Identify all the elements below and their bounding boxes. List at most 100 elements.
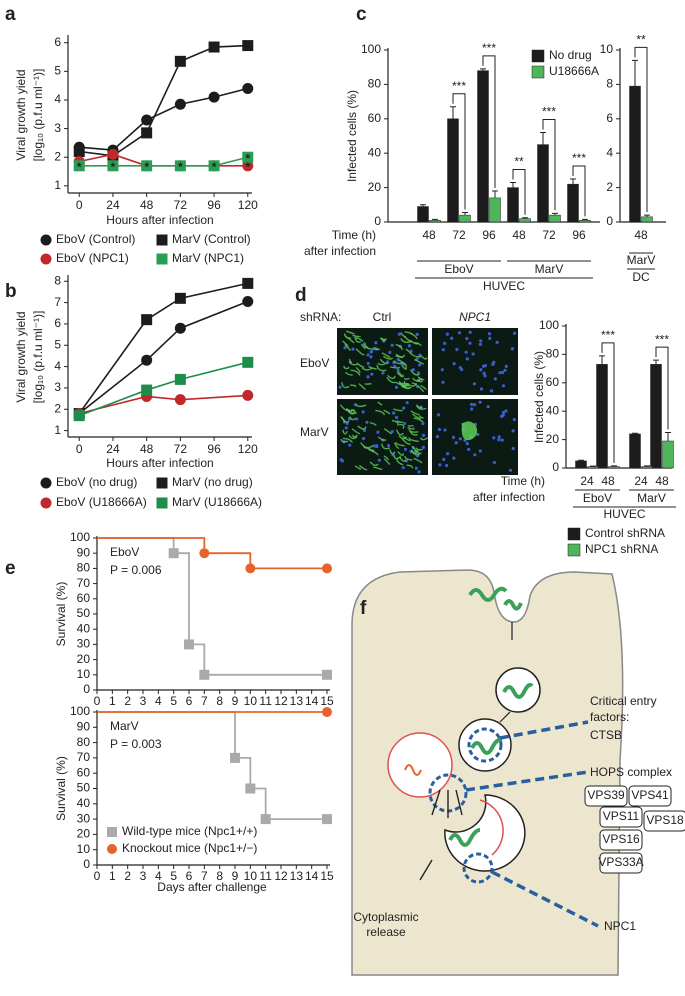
nucleus: [504, 409, 508, 413]
x-tick-label: 11: [259, 869, 272, 883]
bar: [447, 118, 459, 223]
marker-text: *: [144, 160, 149, 174]
nucleus: [443, 341, 447, 345]
infected-cell: [376, 364, 387, 372]
nucleus: [465, 357, 469, 361]
marker: [73, 160, 85, 172]
nucleus: [478, 449, 482, 453]
nucleus: [500, 438, 504, 442]
nucleus: [339, 458, 343, 462]
bar: [567, 183, 579, 223]
legend-swatch: [531, 65, 545, 79]
x-axis-label: after infection: [304, 244, 376, 258]
nucleus: [366, 353, 370, 357]
y-tick-label: 50: [77, 781, 91, 795]
release-label: release: [366, 925, 406, 939]
nucleus: [443, 428, 447, 432]
infected-cell: [398, 435, 408, 440]
infected-cell: [348, 434, 358, 440]
y-axis-label: [log₁₀ (p.f.u ml⁻¹)]: [31, 311, 45, 404]
error-bar: [480, 68, 486, 71]
marker: [141, 114, 153, 126]
x-tick-label: 96: [207, 442, 221, 456]
marker: [107, 160, 119, 172]
infected-cell: [342, 437, 354, 443]
infected-cell: [419, 437, 429, 441]
infected-cell: [358, 383, 367, 390]
vps-box: [599, 806, 643, 828]
nucleus: [418, 363, 422, 367]
x-tick-label: 72: [452, 228, 466, 242]
infected-cell: [383, 458, 391, 465]
vps-label: VPS11: [603, 809, 640, 823]
nucleus: [417, 470, 421, 474]
y-axis-label: Survival (%): [54, 582, 68, 647]
infected-cell: [401, 438, 411, 445]
survival-curve: [97, 711, 327, 820]
marker: [322, 669, 332, 680]
infected-cell: [410, 430, 419, 433]
infected-cell: [413, 449, 420, 456]
x-tick-label: 3: [140, 869, 147, 883]
error-bar: [632, 59, 638, 87]
nucleus: [457, 331, 462, 335]
x-tick-label: 8: [216, 694, 223, 708]
vps-label: VPS18: [646, 813, 684, 827]
infected-cell: [393, 442, 400, 449]
x-tick-label: 12: [274, 694, 288, 708]
bar: [459, 214, 471, 223]
x-axis-label: Days after challenge: [157, 880, 267, 894]
nucleus: [390, 343, 394, 347]
infected-cell: [379, 337, 387, 341]
marker: [245, 563, 256, 574]
y-tick-label: 1: [54, 178, 61, 192]
nucleus: [512, 417, 516, 422]
infected-cell: [410, 410, 420, 416]
nucleus: [390, 429, 394, 434]
nucleus: [416, 371, 421, 375]
significance-bracket: [512, 168, 526, 215]
y-tick-label: 10: [600, 42, 614, 56]
x-tick-label: 4: [155, 694, 162, 708]
bar: [641, 466, 653, 469]
y-tick-label: 90: [77, 545, 91, 559]
y-tick-label: 60: [77, 765, 91, 779]
marker: [156, 497, 168, 509]
x-tick-label: 48: [512, 228, 526, 242]
infected-cell: [344, 371, 353, 376]
nucleus: [489, 389, 494, 393]
significance: **: [636, 32, 646, 46]
marker-text: *: [178, 160, 183, 174]
nucleus: [452, 456, 456, 460]
x-tick-label: 0: [76, 442, 83, 456]
infected-cell: [410, 353, 421, 358]
legend-label: No drug: [549, 48, 592, 62]
pointer-lines: [465, 720, 599, 928]
nucleus: [437, 427, 442, 432]
infected-cell: [406, 464, 414, 469]
x-tick-label: 0: [76, 198, 83, 212]
y-tick-label: 20: [368, 180, 382, 194]
infected-cell: [357, 425, 367, 430]
nucleus: [438, 463, 442, 467]
infected-cell: [409, 369, 420, 376]
legend-label: EboV (NPC1): [56, 251, 129, 265]
row-label: EboV: [300, 356, 329, 370]
nucleus: [483, 374, 487, 378]
infected-cell: [383, 455, 389, 461]
infected-cell: [396, 372, 404, 378]
x-tick-label: 96: [207, 198, 221, 212]
nucleus: [421, 445, 425, 449]
infected-cell: [377, 436, 387, 441]
nucleus: [394, 385, 399, 389]
bar: [417, 206, 429, 223]
y-tick-label: 0: [83, 682, 90, 696]
fused-vesicle: [444, 794, 526, 872]
y-tick-label: 10: [77, 842, 91, 856]
bar: [596, 364, 608, 469]
marker: [242, 389, 254, 401]
nucleus: [374, 341, 378, 345]
x-tick-label: 13: [290, 869, 304, 883]
nucleus: [497, 435, 501, 439]
group-label: EboV: [110, 545, 139, 559]
